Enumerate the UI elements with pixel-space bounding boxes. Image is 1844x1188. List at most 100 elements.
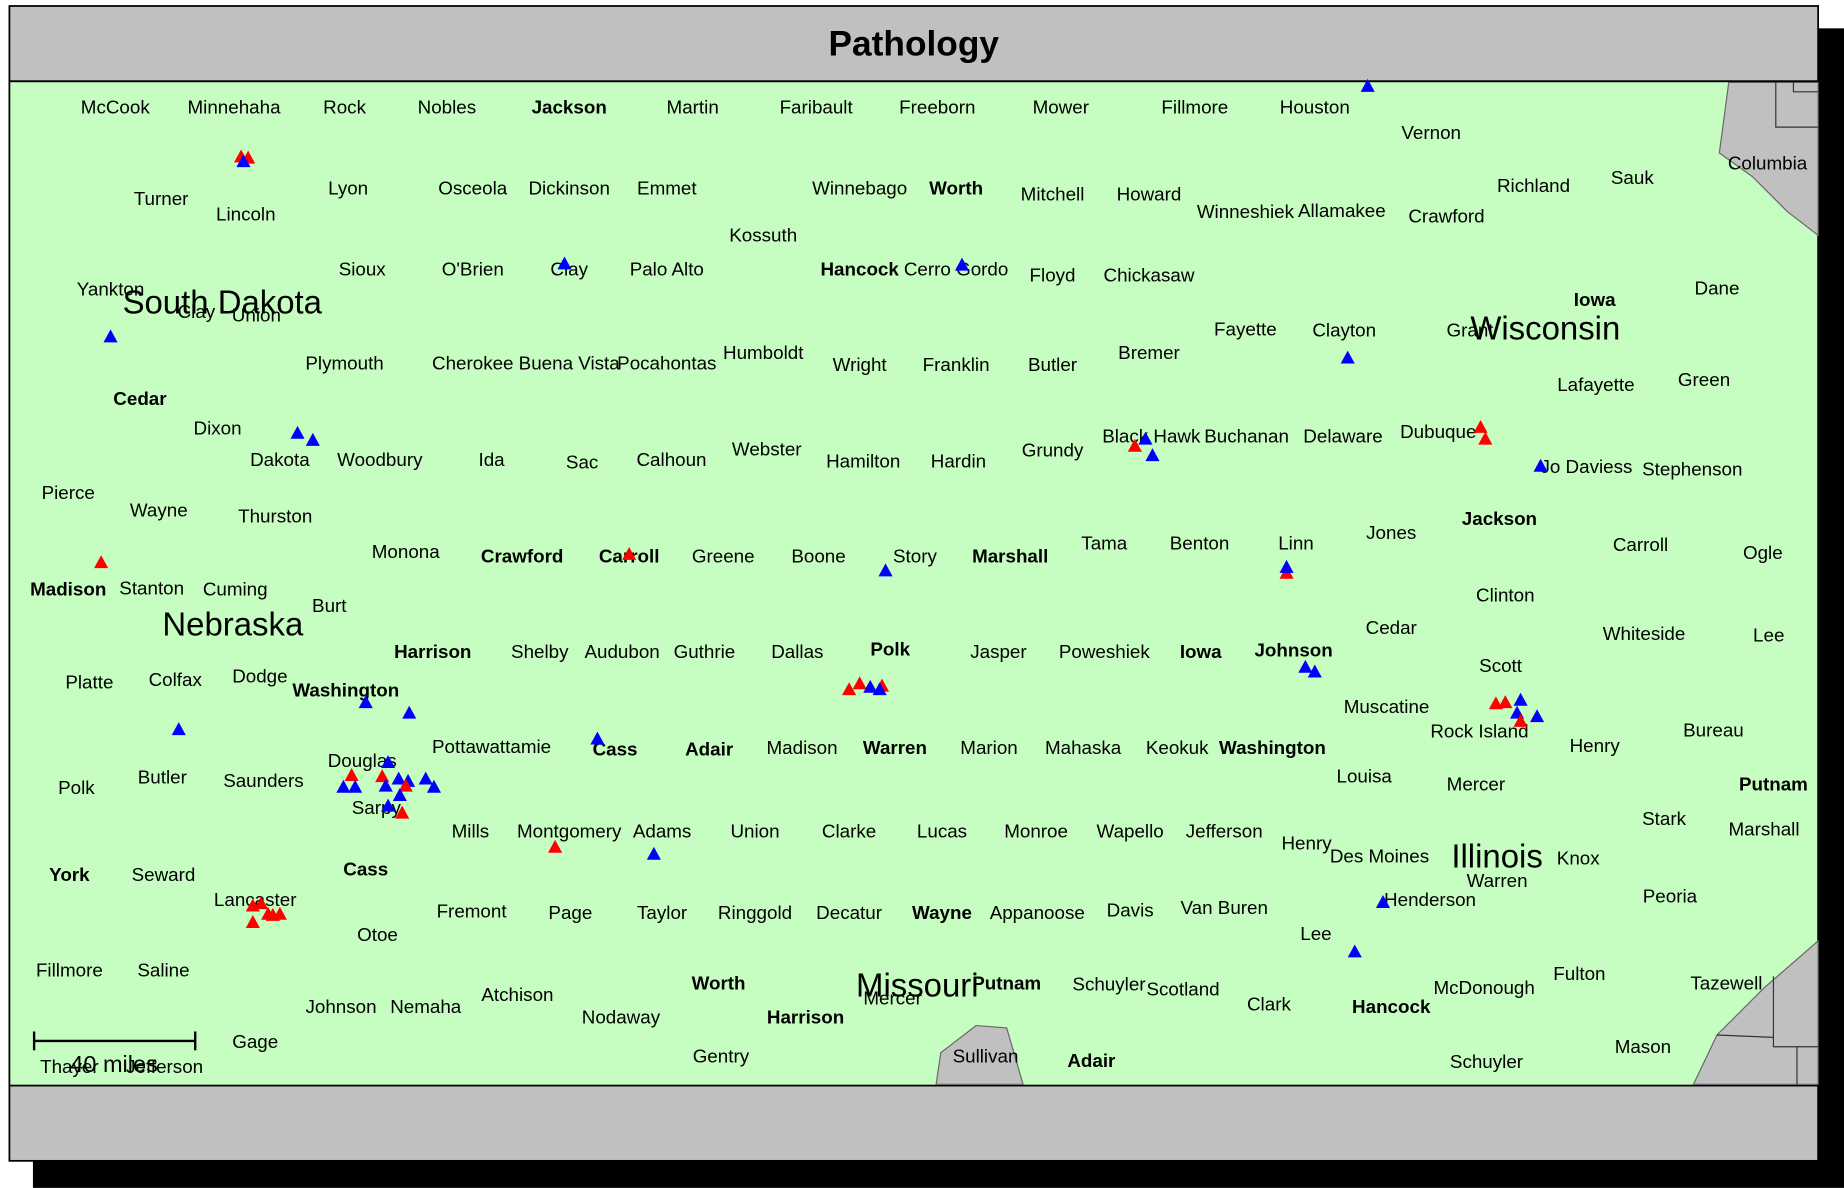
site-marker [381, 798, 396, 812]
map-area [8, 80, 1820, 1087]
county-label: Shelby [511, 641, 569, 662]
county-label: Madison [767, 737, 838, 758]
county-label: Greene [692, 546, 755, 567]
county-label: Davis [1107, 899, 1154, 920]
county-label: Cedar [1366, 617, 1417, 638]
county-label: Montgomery [517, 821, 622, 842]
county-label: Jasper [970, 641, 1026, 662]
county-label: Dodge [232, 665, 287, 686]
county-label: Yankton [77, 279, 145, 300]
county-label: Audubon [584, 641, 659, 662]
county-label: Wayne [912, 902, 972, 923]
county-label: Henderson [1384, 889, 1476, 910]
county-label: Richland [1497, 175, 1570, 196]
county-label: Union [232, 304, 281, 325]
county-label: Dane [1695, 277, 1740, 298]
county-label: Nodaway [582, 1007, 661, 1028]
county-label: Pottawattamie [432, 736, 551, 757]
site-marker [1478, 431, 1493, 445]
site-marker [852, 676, 867, 690]
county-label: Page [548, 902, 592, 923]
county-label: Franklin [923, 354, 990, 375]
county-label: Clinton [1476, 584, 1535, 605]
county-label: Calhoun [636, 449, 706, 470]
site-marker [402, 705, 417, 719]
county-label: Worth [929, 177, 983, 198]
county-label: Vernon [1401, 122, 1461, 143]
county-label: Peoria [1643, 885, 1698, 906]
county-label: Carroll [1613, 534, 1668, 555]
county-label: Webster [732, 438, 802, 459]
county-label: Harrison [394, 641, 471, 662]
site-marker [646, 846, 661, 860]
county-label: Mercer [1447, 774, 1505, 795]
county-label: Jefferson [126, 1056, 203, 1077]
county-label: Union [730, 821, 779, 842]
state-label: Missouri [856, 967, 979, 1004]
county-label: Van Buren [1181, 897, 1268, 918]
county-label: Mills [452, 821, 490, 842]
county-label: Clayton [1312, 320, 1376, 341]
county-label: Gage [232, 1031, 278, 1052]
county-label: Wayne [130, 500, 188, 521]
labels: McCook Minnehaha Rock Nobles Jackson Martin Fa… [30, 96, 1808, 1077]
site-marker [344, 768, 359, 781]
county-label: Ida [479, 449, 506, 470]
site-marker [381, 755, 396, 769]
site-marker [336, 779, 351, 793]
markers [94, 78, 1548, 958]
site-marker [1513, 692, 1528, 706]
site-marker [426, 779, 442, 793]
site-marker [1279, 559, 1294, 573]
county-label: Winnebago [812, 177, 907, 198]
county-label: Burt [312, 595, 347, 616]
county-label: Pocahontas [617, 353, 716, 374]
county-label: Keokuk [1146, 737, 1209, 758]
county-label: Otoe [357, 924, 398, 945]
county-label: Freeborn [899, 96, 975, 117]
site-marker [1340, 350, 1355, 364]
county-label: Adair [685, 738, 734, 759]
county-label: Gentry [693, 1045, 750, 1066]
county-label: Buchanan [1204, 426, 1289, 447]
county-label: Warren [863, 737, 927, 758]
county-label: Butler [1028, 354, 1077, 375]
county-label: Story [893, 546, 937, 567]
county-label: Cedar [113, 388, 167, 409]
site-marker [1473, 419, 1488, 433]
site-marker [1138, 431, 1153, 445]
site-marker [418, 771, 433, 785]
scale-bar: 40 miles [32, 1031, 197, 1077]
county-label: Adair [1067, 1050, 1116, 1071]
county-label: Sioux [339, 259, 387, 280]
county-label: Henry [1570, 735, 1621, 756]
site-marker [590, 731, 605, 745]
county-label: Dixon [194, 417, 242, 438]
county-label: Hamilton [826, 450, 900, 471]
county-label: Nemaha [390, 996, 462, 1017]
county-label: Mercer [863, 988, 921, 1009]
county-label: McCook [81, 96, 151, 117]
county-label: Boone [791, 546, 845, 567]
county-label: Polk [58, 777, 95, 798]
county-label: Decatur [816, 902, 882, 923]
site-marker [103, 329, 118, 343]
site-marker [236, 154, 251, 168]
site-marker [171, 722, 186, 736]
county-label: Dickinson [528, 177, 609, 198]
county-label: Wapello [1097, 821, 1164, 842]
county-label: Rock [323, 96, 366, 117]
county-label: Benton [1170, 533, 1230, 554]
county-label: Clarke [822, 821, 876, 842]
county-label: Winneshiek [1197, 201, 1295, 222]
county-label: Henry [1281, 832, 1332, 853]
county-label: Louisa [1336, 765, 1392, 786]
county-label: McDonough [1433, 977, 1534, 998]
county-label: Mahaska [1045, 737, 1122, 758]
county-label: Lincoln [216, 203, 276, 224]
county-label: Thurston [238, 506, 312, 527]
site-marker [1307, 664, 1322, 678]
county-label: Monroe [1004, 821, 1068, 842]
county-label: Lancaster [214, 889, 297, 910]
county-label: Fremont [437, 901, 508, 922]
